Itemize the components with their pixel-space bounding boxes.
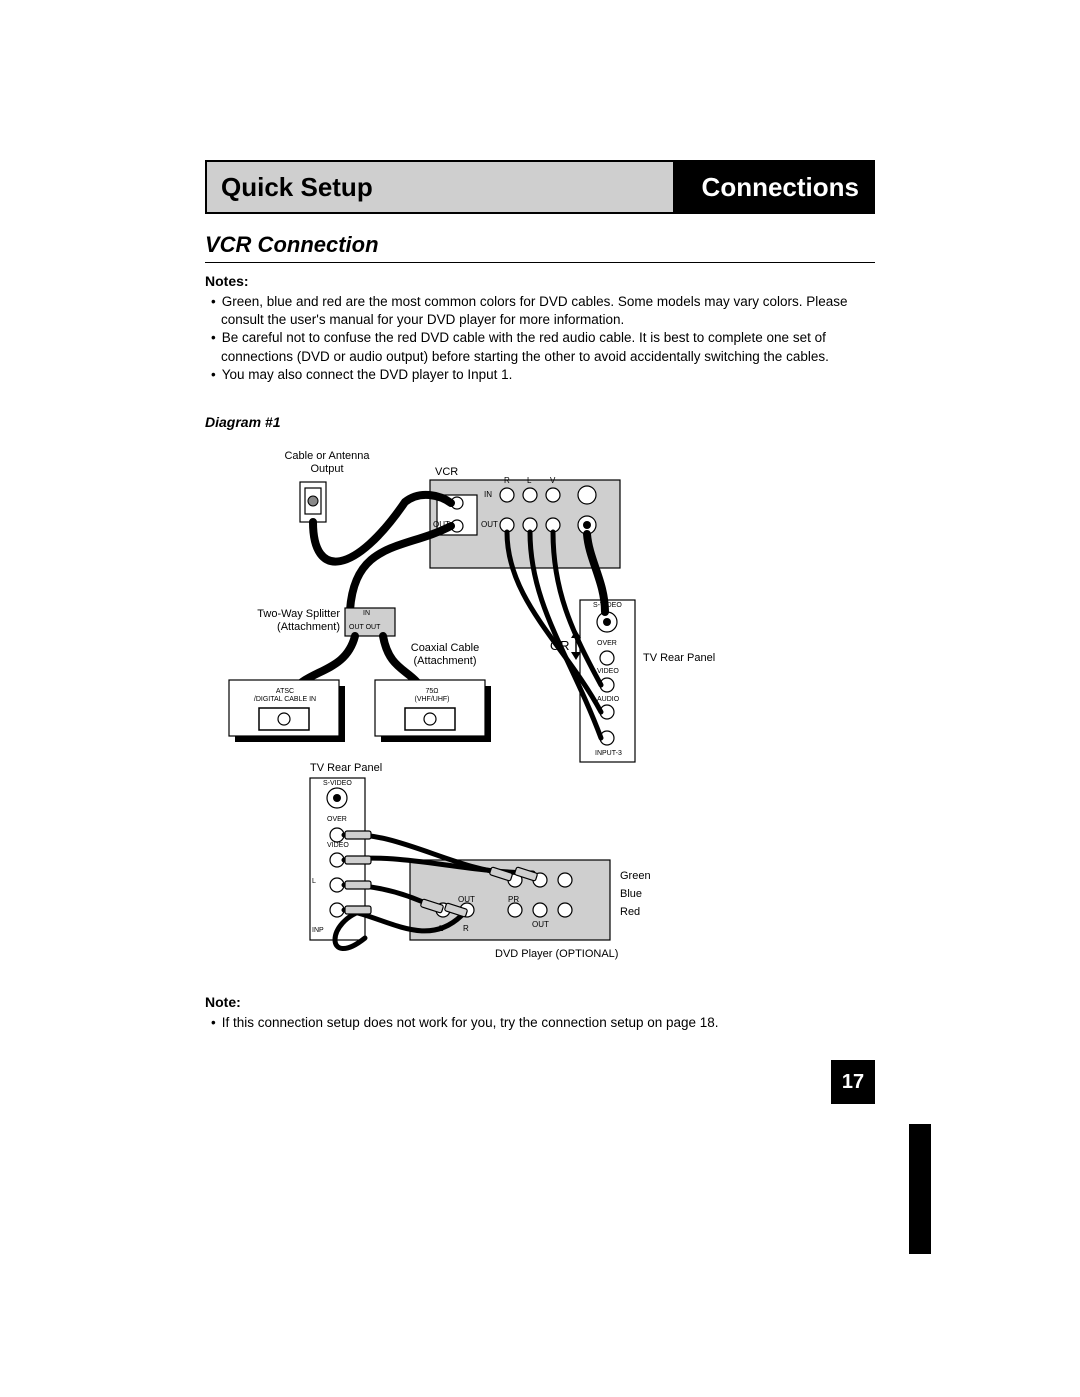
thumb-tab [909,1124,931,1254]
label-input3-r: INPUT-3 [595,750,622,758]
label-tv-rear-left: TV Rear Panel [310,762,382,775]
label-in: IN [484,490,492,500]
label-coax: Coaxial Cable(Attachment) [400,642,490,668]
label-dvd-out: OUT [458,895,475,905]
label-over-r: OVER [597,640,617,648]
label-splitter-in: IN [363,610,370,618]
page: Quick Setup Connections VCR Connection N… [0,0,1080,1397]
content-column: Quick Setup Connections VCR Connection N… [205,160,875,1032]
label-svideo-l: S-VIDEO [323,780,352,788]
label-out: OUT [481,520,498,530]
label-audio-r: AUDIO [597,696,619,704]
label-l: L [527,476,531,486]
label-vcr-out: OUT [433,520,450,530]
label-vhf: 75Ω(VHF/UHF) [397,688,467,705]
label-blue: Blue [620,888,642,901]
label-vcr: VCR [435,466,458,479]
label-svideo-r: S-VIDEO [593,602,622,610]
subtitle-rule [205,262,875,263]
notes-list: Green, blue and red are the most common … [205,293,875,384]
label-dvd-out2: OUT [532,920,549,930]
label-dvd: DVD Player (OPTIONAL) [495,948,618,961]
label-or: OR [550,638,570,654]
section-subtitle: VCR Connection [205,232,875,258]
label-v: V [550,476,555,486]
label-green: Green [620,870,651,883]
diagram-svg [205,440,875,980]
note2-item: If this connection setup does not work f… [205,1014,875,1032]
diagram-title: Diagram #1 [205,414,875,430]
label-antenna: Cable or AntennaOutput [267,450,387,476]
label-video-l: VIDEO [327,842,349,850]
note-item: Green, blue and red are the most common … [205,293,875,329]
header-left: Quick Setup [207,162,673,212]
label-R2: R [463,924,469,934]
note-item: You may also connect the DVD player to I… [205,366,875,384]
label-video-r: VIDEO [597,668,619,676]
label-L2: L [439,924,443,934]
notes-heading: Notes: [205,273,875,289]
label-atsc: ATSC/DIGITAL CABLE IN [245,688,325,705]
note2-heading: Note: [205,994,875,1010]
label-splitter: Two-Way Splitter(Attachment) [240,608,340,634]
note-item: Be careful not to confuse the red DVD ca… [205,329,875,365]
label-tv-rear-right: TV Rear Panel [643,652,715,665]
label-L: L [312,878,316,886]
header-right: Connections [673,162,873,212]
label-over-l: OVER [327,816,347,824]
label-r: R [504,476,510,486]
label-inp: INP [312,927,324,935]
label-splitter-out: OUT OUT [349,624,380,632]
note2-list: If this connection setup does not work f… [205,1014,875,1032]
label-pr: PR [508,895,519,905]
header-bar: Quick Setup Connections [205,160,875,214]
page-number: 17 [831,1060,875,1104]
connection-diagram: Cable or AntennaOutput VCR R L V IN OUT … [205,440,875,980]
label-red: Red [620,906,640,919]
